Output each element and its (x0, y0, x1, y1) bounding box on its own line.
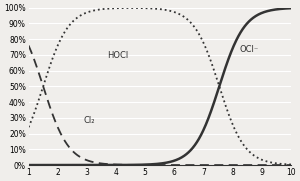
Text: HOCl: HOCl (107, 51, 129, 60)
Text: OCl⁻: OCl⁻ (240, 45, 259, 54)
Text: Cl₂: Cl₂ (84, 115, 95, 125)
